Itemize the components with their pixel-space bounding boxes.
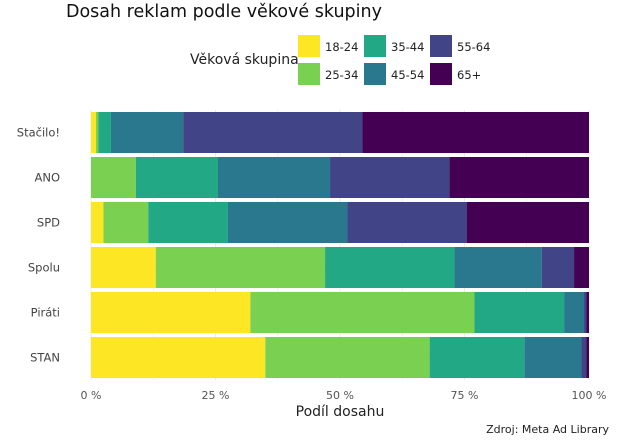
bar-segment-35-44 — [474, 292, 565, 333]
bar-segment-35-44 — [148, 202, 228, 243]
x-tick-labels: 0 % 25 % 50 % 75 % 100 % — [81, 389, 607, 402]
bar-segment-35-44 — [429, 337, 525, 378]
bar-segment-55-64 — [330, 157, 450, 198]
bar-segment-25-34 — [95, 112, 99, 153]
bar-segment-55-64 — [581, 337, 587, 378]
bar-segment-65+ — [449, 157, 589, 198]
bar-segment-55-64 — [347, 202, 467, 243]
bar-segment-65+ — [574, 247, 589, 288]
legend-key-18-24 — [298, 35, 320, 57]
bar-segment-45-54 — [524, 337, 582, 378]
bar-segment-45-54 — [227, 202, 348, 243]
legend-label-55-64: 55-64 — [457, 40, 491, 54]
category-label: ANO — [34, 171, 60, 185]
bar-segment-18-24 — [91, 292, 251, 333]
legend-label-65plus: 65+ — [457, 68, 482, 82]
legend-label-25-34: 25-34 — [325, 68, 359, 82]
x-tick-label: 50 % — [326, 389, 354, 402]
category-label: Stačilo! — [17, 126, 60, 140]
x-axis-label: Podíl dosahu — [296, 404, 385, 420]
legend-label-45-54: 45-54 — [391, 68, 425, 82]
x-tick-label: 25 % — [202, 389, 230, 402]
bar-segment-65+ — [586, 337, 589, 378]
bar-segment-18-24 — [91, 202, 104, 243]
bar-segment-18-24 — [91, 337, 266, 378]
source-caption: Zdroj: Meta Ad Library — [486, 423, 609, 436]
bar-segment-25-34 — [103, 202, 149, 243]
legend-key-55-64 — [430, 35, 452, 57]
category-labels: Stačilo! ANO SPD Spolu Piráti STAN — [17, 126, 60, 365]
bar-segment-55-64 — [584, 292, 587, 333]
bar-segment-65+ — [466, 202, 589, 243]
legend-label-35-44: 35-44 — [391, 40, 425, 54]
bar-segment-25-34 — [155, 247, 326, 288]
legend-key-25-34 — [298, 63, 320, 85]
bar-segment-65+ — [362, 112, 589, 153]
bar-segment-25-34 — [265, 337, 430, 378]
bars — [91, 112, 589, 378]
bar-segment-18-24 — [91, 112, 96, 153]
category-label: SPD — [37, 216, 60, 230]
x-tick-label: 100 % — [572, 389, 607, 402]
bar-segment-18-24 — [91, 247, 156, 288]
legend-title: Věková skupina — [190, 52, 299, 68]
bar-segment-35-44 — [135, 157, 218, 198]
category-label: Spolu — [28, 261, 60, 275]
legend-label-18-24: 18-24 — [325, 40, 359, 54]
bar-segment-45-54 — [454, 247, 542, 288]
category-label: STAN — [30, 351, 60, 365]
bar-segment-45-54 — [564, 292, 585, 333]
legend-key-65plus — [430, 63, 452, 85]
bar-segment-45-54 — [217, 157, 331, 198]
chart-title: Dosah reklam podle věkové skupiny — [66, 2, 382, 22]
bar-segment-65+ — [586, 292, 589, 333]
bar-segment-25-34 — [250, 292, 475, 333]
legend-key-45-54 — [364, 63, 386, 85]
x-tick-label: 75 % — [451, 389, 479, 402]
bar-segment-45-54 — [110, 112, 184, 153]
bar-segment-55-64 — [541, 247, 575, 288]
bar-segment-35-44 — [325, 247, 455, 288]
bar-segment-35-44 — [98, 112, 111, 153]
category-label: Piráti — [31, 306, 60, 320]
bar-segment-25-34 — [91, 157, 136, 198]
legend-key-35-44 — [364, 35, 386, 57]
x-tick-label: 0 % — [81, 389, 102, 402]
bar-segment-55-64 — [183, 112, 363, 153]
